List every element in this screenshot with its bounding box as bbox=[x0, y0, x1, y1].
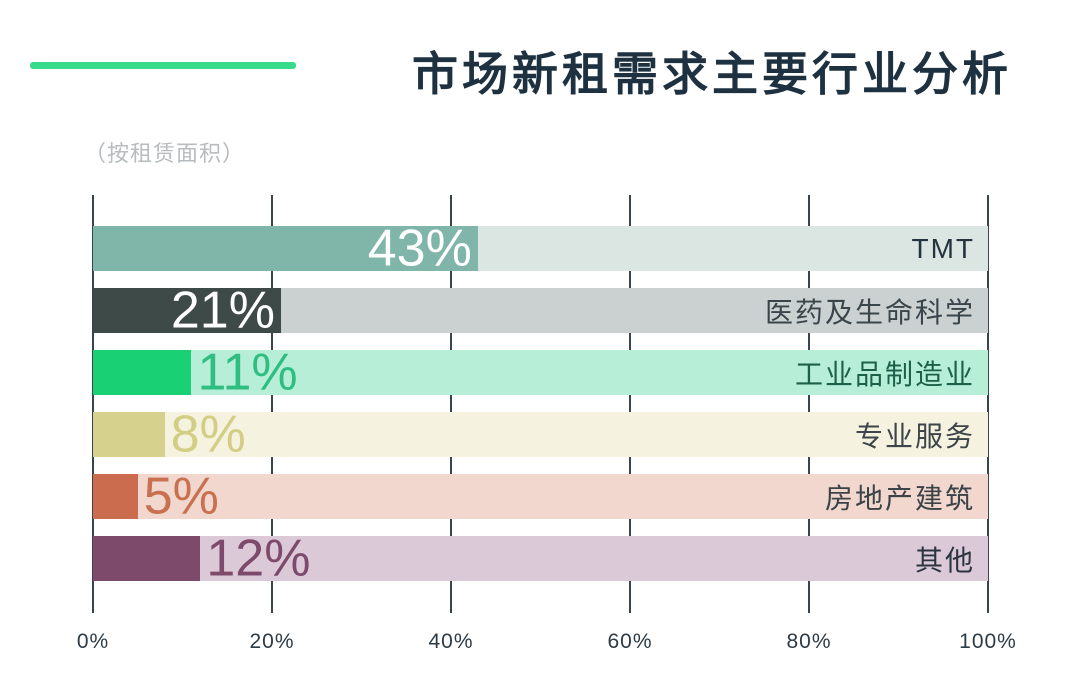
bar-fill: 43% bbox=[93, 219, 478, 277]
bar-fill: 21% bbox=[93, 281, 281, 339]
bar-category-label: 工业品制造业 bbox=[794, 358, 975, 390]
x-axis-tick-label: 40% bbox=[428, 630, 474, 653]
bar-fill: 5% bbox=[93, 470, 219, 522]
gridline-100pct bbox=[987, 195, 989, 613]
x-axis-tick-label: 0% bbox=[76, 630, 110, 653]
x-axis-tick-label: 80% bbox=[786, 630, 832, 653]
page-title: 市场新租需求主要行业分析 bbox=[412, 48, 1012, 100]
bar-row-professional-services: 8% 专业服务 bbox=[93, 408, 988, 460]
bar-row-industrial-manufacturing: 11% 工业品制造业 bbox=[93, 346, 988, 398]
gridline-20pct bbox=[271, 195, 273, 613]
bar-category-label: 其他 bbox=[914, 544, 975, 576]
bar-value-label: 8% bbox=[170, 405, 246, 463]
bar-row-tmt: 43% TMT bbox=[93, 219, 988, 277]
bar-value-label: 11% bbox=[197, 343, 298, 401]
gridline-60pct bbox=[629, 195, 631, 613]
bar-fill: 11% bbox=[93, 346, 298, 398]
bar-category-label: TMT bbox=[911, 232, 975, 264]
gridline-0pct bbox=[92, 195, 94, 613]
bar-value-label: 43% bbox=[367, 219, 472, 277]
chart-subtitle: （按租赁面积） bbox=[84, 141, 246, 166]
bar-chart: 43% TMT 21% 医药及生命科学 11% 工业品制造业 8% bbox=[92, 195, 989, 613]
accent-line bbox=[30, 62, 296, 69]
bar-row-pharma-life-sciences: 21% 医药及生命科学 bbox=[93, 281, 988, 339]
bar-category-label: 专业服务 bbox=[854, 420, 975, 452]
x-axis: 0% 20% 40% 60% 80% 100% bbox=[77, 630, 1016, 664]
bar-category-label: 房地产建筑 bbox=[824, 482, 975, 514]
x-axis-tick-label: 60% bbox=[607, 630, 653, 653]
bar-value-label: 5% bbox=[143, 467, 219, 525]
x-axis-tick-label: 100% bbox=[959, 630, 1017, 653]
bar-row-others: 12% 其他 bbox=[93, 532, 988, 584]
bar-category-label: 医药及生命科学 bbox=[764, 296, 975, 328]
bar-value-label: 12% bbox=[206, 529, 311, 587]
bar-fill: 12% bbox=[93, 532, 310, 584]
gridline-80pct bbox=[808, 195, 810, 613]
bar-value-label: 21% bbox=[170, 281, 275, 339]
x-axis-tick-label: 20% bbox=[249, 630, 295, 653]
bar-fill: 8% bbox=[93, 408, 246, 460]
gridline-40pct bbox=[450, 195, 452, 613]
bar-row-real-estate-construction: 5% 房地产建筑 bbox=[93, 470, 988, 522]
bar-group: 43% TMT 21% 医药及生命科学 11% 工业品制造业 8% bbox=[93, 195, 988, 584]
